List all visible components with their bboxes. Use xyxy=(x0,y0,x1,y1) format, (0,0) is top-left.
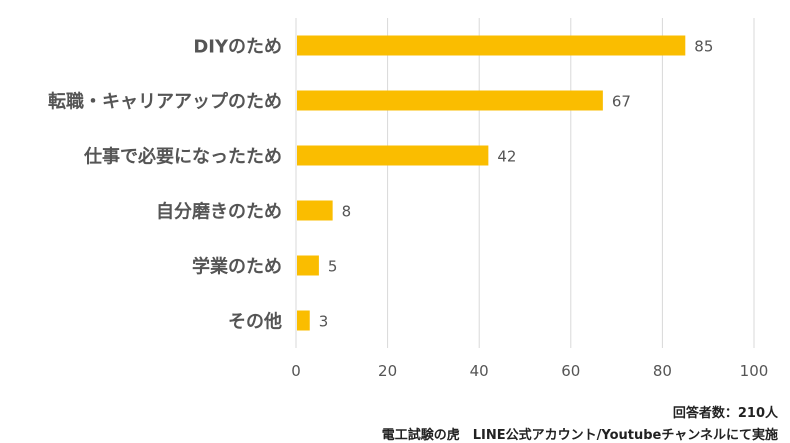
category-label: DIYのため xyxy=(193,37,282,58)
x-tick-label: 100 xyxy=(740,362,769,380)
x-tick-label: 0 xyxy=(291,362,301,380)
bars xyxy=(297,35,686,331)
category-label: 転職・キャリアアップのため xyxy=(48,91,282,113)
bar xyxy=(297,145,489,166)
data-label: 67 xyxy=(612,93,631,111)
category-label: 仕事で必要になったため xyxy=(83,146,282,168)
category-label: 自分磨きのため xyxy=(156,201,282,223)
category-label: 学業のため xyxy=(192,256,282,278)
category-label: その他 xyxy=(228,311,282,333)
bar xyxy=(297,200,333,221)
category-labels: DIYのため転職・キャリアアップのため仕事で必要になったため自分磨きのため学業の… xyxy=(48,37,282,333)
x-tick-label: 60 xyxy=(561,362,580,380)
data-label: 5 xyxy=(328,258,338,276)
bar xyxy=(297,35,686,56)
data-label: 42 xyxy=(497,148,516,166)
respondent-count: 回答者数：210人 xyxy=(672,406,778,421)
data-label: 3 xyxy=(319,313,329,331)
x-tick-label: 80 xyxy=(653,362,672,380)
data-label: 85 xyxy=(694,38,713,56)
x-tick-label: 40 xyxy=(470,362,489,380)
survey-source-note: 電工試験の虎 LINE公式アカウント/Youtubeチャンネルにて実施 xyxy=(381,428,778,443)
bar xyxy=(297,90,603,111)
x-tick-label: 20 xyxy=(378,362,397,380)
bar xyxy=(297,310,310,331)
x-tick-labels: 0 20 40 60 80 100 xyxy=(291,362,768,380)
gridlines xyxy=(295,18,755,348)
bar xyxy=(297,255,319,276)
data-label: 8 xyxy=(342,203,352,221)
